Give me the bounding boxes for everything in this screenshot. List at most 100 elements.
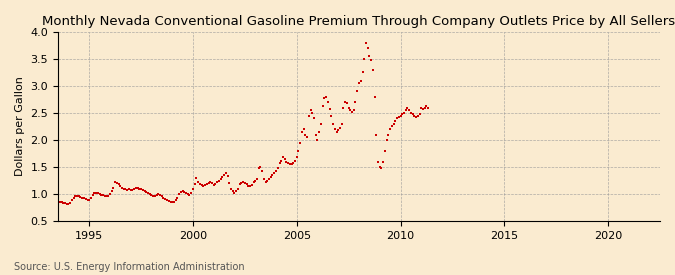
Point xyxy=(277,155,288,160)
Point xyxy=(157,194,167,198)
Point xyxy=(181,191,192,195)
Point xyxy=(99,193,110,198)
Point xyxy=(169,199,180,204)
Point xyxy=(207,181,217,185)
Point xyxy=(238,180,248,184)
Point xyxy=(108,185,119,190)
Point xyxy=(148,194,159,198)
Point xyxy=(326,114,337,118)
Point xyxy=(264,177,275,181)
Point xyxy=(259,177,269,181)
Point xyxy=(269,171,279,176)
Point xyxy=(63,202,74,206)
Point xyxy=(222,174,233,178)
Point xyxy=(189,182,200,186)
Point xyxy=(371,132,381,137)
Point xyxy=(229,191,240,195)
Point xyxy=(210,182,221,186)
Point xyxy=(49,200,60,205)
Point xyxy=(324,106,335,111)
Point xyxy=(385,127,396,131)
Point xyxy=(144,192,155,196)
Point xyxy=(72,193,82,198)
Point xyxy=(105,192,115,196)
Point xyxy=(352,89,362,94)
Point xyxy=(298,127,309,131)
Point xyxy=(316,122,327,126)
Point xyxy=(177,189,188,194)
Point xyxy=(47,202,58,206)
Point xyxy=(74,194,84,198)
Point xyxy=(327,122,338,126)
Point xyxy=(359,57,370,61)
Point xyxy=(151,193,162,197)
Point xyxy=(215,177,226,181)
Text: Source: U.S. Energy Information Administration: Source: U.S. Energy Information Administ… xyxy=(14,262,244,272)
Point xyxy=(295,141,306,145)
Point xyxy=(82,198,93,203)
Point xyxy=(203,181,214,185)
Point xyxy=(244,184,255,189)
Point xyxy=(188,186,198,191)
Point xyxy=(317,104,328,109)
Point xyxy=(129,186,140,191)
Point xyxy=(193,180,204,184)
Point xyxy=(80,197,91,202)
Point xyxy=(271,169,281,174)
Point xyxy=(205,180,215,184)
Point xyxy=(94,192,105,196)
Point xyxy=(414,112,425,116)
Point xyxy=(233,186,244,191)
Point xyxy=(406,111,416,115)
Point xyxy=(127,188,138,192)
Point xyxy=(231,189,242,194)
Point xyxy=(288,161,298,165)
Point xyxy=(53,199,63,203)
Point xyxy=(158,196,169,200)
Point xyxy=(293,148,304,153)
Point xyxy=(75,194,86,199)
Point xyxy=(65,200,76,205)
Point xyxy=(321,95,331,99)
Point xyxy=(256,169,267,174)
Point xyxy=(260,180,271,184)
Point xyxy=(303,114,314,118)
Point xyxy=(300,132,311,137)
Point xyxy=(383,132,394,137)
Point xyxy=(250,178,261,183)
Point xyxy=(115,184,126,188)
Point xyxy=(410,115,421,120)
Point xyxy=(139,189,150,193)
Point xyxy=(170,198,181,202)
Point xyxy=(335,126,346,130)
Point xyxy=(89,191,100,196)
Point xyxy=(354,81,364,86)
Point xyxy=(70,194,80,198)
Point xyxy=(423,105,433,110)
Point xyxy=(319,96,330,100)
Point xyxy=(302,135,313,139)
Point xyxy=(111,181,122,185)
Point xyxy=(416,105,427,110)
Point xyxy=(137,188,148,192)
Point xyxy=(134,186,145,191)
Point xyxy=(172,196,183,200)
Point xyxy=(355,78,366,83)
Point xyxy=(366,58,377,62)
Point xyxy=(314,130,325,134)
Point xyxy=(340,100,350,104)
Point xyxy=(412,114,423,118)
Title: Monthly Nevada Conventional Gasoline Premium Through Company Outlets Price by Al: Monthly Nevada Conventional Gasoline Pre… xyxy=(43,15,675,28)
Point xyxy=(248,180,259,184)
Point xyxy=(124,187,134,191)
Point xyxy=(234,182,245,186)
Point xyxy=(120,187,131,191)
Point xyxy=(395,114,406,118)
Point xyxy=(130,185,141,190)
Point xyxy=(310,132,321,137)
Point xyxy=(201,182,212,186)
Point xyxy=(402,105,413,110)
Point xyxy=(51,199,62,204)
Point xyxy=(262,178,273,183)
Point xyxy=(290,158,300,163)
